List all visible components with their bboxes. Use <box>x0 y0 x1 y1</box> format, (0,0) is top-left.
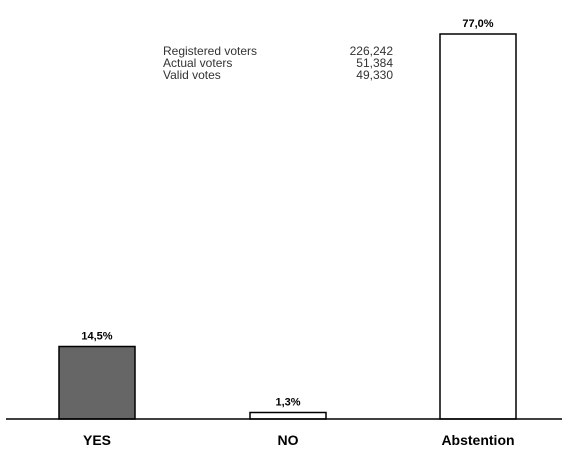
stat-label-valid: Valid votes <box>163 68 221 82</box>
bar-yes <box>58 345 136 420</box>
stat-label-registered: Registered voters <box>163 44 258 58</box>
voter-stats-panel: Registered voters 226,242 Actual voters … <box>163 45 393 81</box>
value-label-no: 1,3% <box>275 397 300 409</box>
category-label-no: NO <box>278 432 299 448</box>
category-label-yes: YES <box>83 432 111 448</box>
stat-row-valid: Valid votes 49,330 <box>163 69 393 81</box>
stat-value-actual: 51,384 <box>356 56 393 70</box>
labels-layer: 14,5% YES 1,3% NO 77,0% Abstention <box>81 18 514 448</box>
category-label-abstention: Abstention <box>441 432 514 448</box>
stat-value-valid: 49,330 <box>356 68 393 82</box>
bar-no <box>249 411 327 420</box>
value-label-abstention: 77,0% <box>462 18 493 30</box>
bars-layer <box>58 33 517 420</box>
bar-abstention <box>439 33 517 420</box>
stat-row-registered: Registered voters 226,242 <box>163 45 393 57</box>
stat-label-actual: Actual voters <box>163 56 233 70</box>
value-label-yes: 14,5% <box>81 331 112 343</box>
stat-row-actual: Actual voters 51,384 <box>163 57 393 69</box>
stat-value-registered: 226,242 <box>349 44 393 58</box>
